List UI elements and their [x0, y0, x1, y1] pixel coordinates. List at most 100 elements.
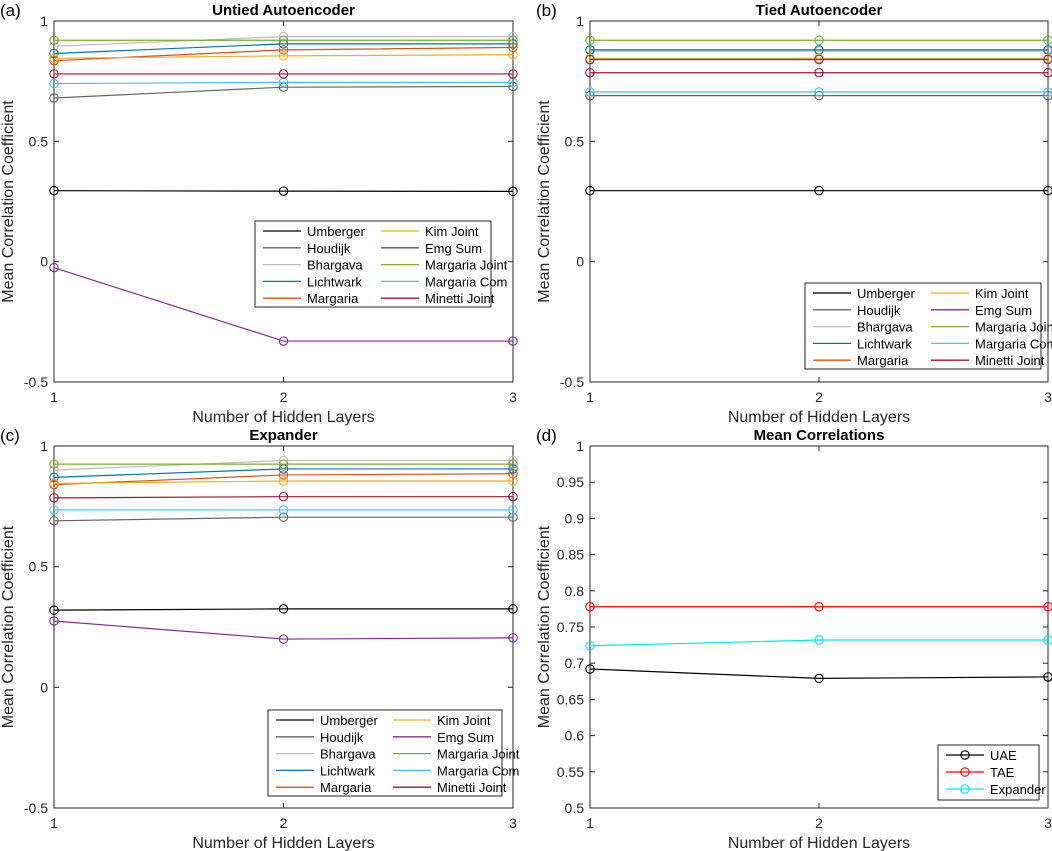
data-point: [585, 54, 595, 65]
y-tick-label: 0.5: [565, 800, 585, 816]
x-axis-label: Number of Hidden Layers: [192, 409, 374, 426]
data-point: [585, 67, 595, 78]
chart-title: Tied Autoencoder: [756, 2, 883, 19]
y-tick-label: 0: [40, 679, 48, 695]
data-point: [585, 35, 595, 46]
x-tick-label: 1: [50, 389, 58, 405]
legend-label: Lichtwark: [857, 336, 912, 351]
data-point: [585, 664, 595, 674]
data-point: [814, 635, 824, 645]
legend-label: Kim Joint: [437, 713, 491, 728]
legend-label: UAE: [990, 748, 1017, 763]
y-tick-label: 0.75: [557, 619, 584, 635]
y-tick-label: 0.85: [557, 547, 584, 563]
data-point: [278, 604, 289, 614]
x-tick-label: 2: [815, 815, 823, 831]
legend-label: Emg Sum: [975, 303, 1032, 318]
y-tick-label: -0.5: [24, 800, 48, 816]
legend-label: Umberger: [320, 713, 378, 728]
y-tick-label: 1: [576, 13, 584, 29]
data-point: [49, 262, 59, 273]
data-point: [814, 35, 824, 46]
y-axis-label: Mean Correlation Coefficient: [536, 100, 553, 303]
data-point: [49, 78, 59, 89]
data-point: [278, 336, 289, 346]
data-point: [508, 491, 518, 502]
series-line-lichtwark: [53, 468, 513, 478]
legend-label: TAE: [990, 765, 1015, 780]
data-point: [278, 464, 289, 474]
data-point: [508, 604, 518, 614]
series-line-houdijk: [53, 516, 513, 522]
y-tick-label: 0.5: [29, 559, 49, 575]
panel-label: (c): [0, 426, 20, 445]
y-tick-label: 0.9: [565, 510, 585, 526]
panel-label: (a): [0, 1, 21, 20]
data-point: [1043, 601, 1052, 612]
y-axis-label: Mean Correlation Coefficient: [0, 100, 17, 303]
data-point: [1043, 87, 1052, 97]
y-tick-label: -0.5: [560, 374, 584, 390]
data-point: [585, 601, 595, 612]
x-axis-label: Number of Hidden Layers: [192, 835, 374, 851]
chart-title: Mean Correlations: [754, 427, 885, 444]
series-line-lichtwark: [53, 43, 513, 55]
y-tick-label: 0: [576, 254, 584, 270]
data-point: [508, 505, 518, 515]
panel-label: (b): [536, 1, 557, 20]
x-tick-label: 1: [50, 815, 58, 831]
x-tick-label: 3: [1044, 389, 1052, 405]
chart-panel-2: -0.5 0 0.5 1 1 2 3 Expander (c) Number of Hidden …: [0, 426, 520, 851]
plot-area: [53, 20, 514, 383]
x-tick-label: 3: [509, 815, 517, 831]
y-tick-label: 0.5: [565, 133, 585, 149]
y-tick-label: 1: [40, 438, 48, 454]
data-point: [814, 185, 824, 196]
y-tick-label: 0: [40, 254, 48, 270]
x-tick-label: 3: [509, 389, 517, 405]
x-tick-label: 1: [586, 815, 594, 831]
legend-label: Margaria Joint: [437, 747, 520, 762]
legend-label: Bhargava: [320, 747, 376, 762]
data-point: [278, 45, 289, 55]
legend-marker: [960, 767, 970, 777]
data-point: [814, 673, 824, 684]
data-point: [585, 87, 595, 97]
legend-label: Margaria Com: [437, 763, 519, 778]
legend-label: Margaria Joint: [425, 258, 508, 273]
data-point: [278, 470, 289, 480]
y-axis-label: Mean Correlation Coefficient: [536, 525, 553, 728]
data-point: [508, 633, 518, 643]
data-point: [49, 459, 59, 469]
legend-label: Margaria: [857, 353, 909, 368]
series-line-emg-sum: [53, 267, 513, 342]
legend-label: Margaria Com: [425, 274, 507, 289]
y-tick-label: 0.7: [565, 655, 585, 671]
x-axis-label: Number of Hidden Layers: [728, 409, 910, 426]
series-line-kim-joint: [53, 480, 513, 485]
data-point: [278, 69, 289, 79]
x-tick-label: 2: [280, 815, 288, 831]
data-point: [508, 49, 518, 60]
y-tick-label: 0.55: [557, 764, 584, 780]
legend: UAE TAE Expander: [937, 744, 1046, 801]
data-point: [508, 42, 518, 53]
legend-label: Kim Joint: [975, 286, 1029, 301]
data-point: [49, 616, 59, 626]
legend-label: Margaria: [307, 291, 359, 306]
legend-label: Emg Sum: [437, 730, 494, 745]
y-axis-label: Mean Correlation Coefficient: [0, 525, 17, 728]
data-point: [278, 35, 289, 46]
data-point: [1043, 67, 1052, 78]
data-point: [508, 476, 518, 486]
legend-label: Expander: [990, 782, 1046, 797]
data-point: [814, 67, 824, 78]
data-point: [508, 69, 518, 79]
data-point: [278, 512, 289, 522]
series-line-expander: [589, 639, 1048, 647]
legend-label: Lichtwark: [320, 763, 375, 778]
panel-label: (d): [536, 426, 557, 445]
y-tick-label: -0.5: [24, 374, 48, 390]
